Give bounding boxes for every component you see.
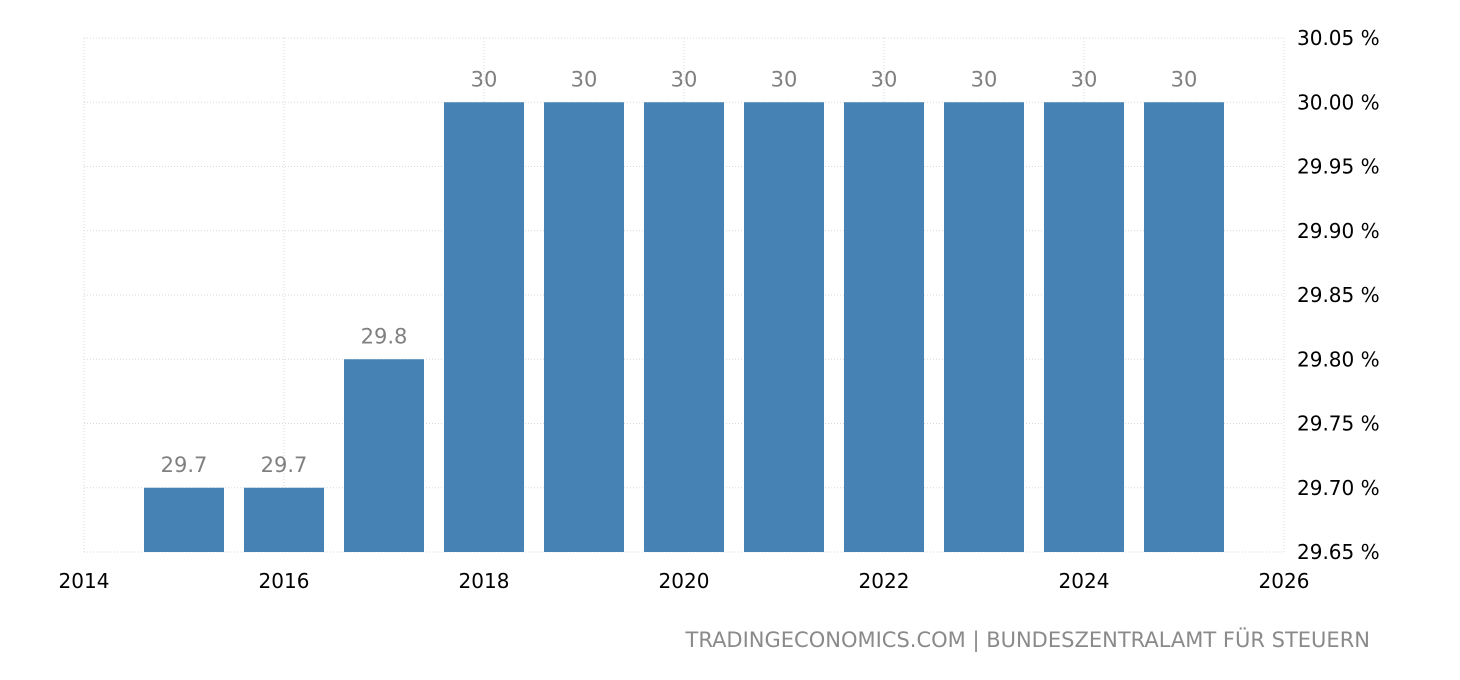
x-tick-label: 2020	[659, 569, 710, 593]
y-tick-label: 29.90 %	[1297, 219, 1380, 243]
bar[interactable]	[544, 102, 624, 552]
bar[interactable]	[344, 359, 424, 552]
bar-value-label: 30	[471, 67, 498, 91]
bar-value-label: 30	[671, 67, 698, 91]
source-attribution: TRADINGECONOMICS.COM | BUNDESZENTRALAMT …	[685, 628, 1371, 652]
x-axis-ticks: 2014 2016 2018 2020 2022 2024 2026	[59, 569, 1310, 593]
y-axis-ticks: 29.65 % 29.70 % 29.75 % 29.80 % 29.85 % 29.90…	[1297, 26, 1380, 564]
x-tick-label: 2014	[59, 569, 110, 593]
bar[interactable]	[144, 487, 224, 552]
bar[interactable]	[244, 487, 324, 552]
y-tick-label: 29.95 %	[1297, 155, 1380, 179]
y-tick-label: 29.65 %	[1297, 540, 1380, 564]
bar[interactable]	[1044, 102, 1124, 552]
y-tick-label: 29.80 %	[1297, 347, 1380, 371]
bar-value-label: 29.8	[361, 324, 408, 348]
y-tick-label: 30.05 %	[1297, 26, 1380, 50]
y-tick-label: 30.00 %	[1297, 90, 1380, 114]
bar-value-label: 29.7	[161, 453, 208, 477]
y-tick-label: 29.70 %	[1297, 476, 1380, 500]
bar-value-label: 30	[1071, 67, 1098, 91]
x-tick-label: 2024	[1059, 569, 1110, 593]
bar[interactable]	[444, 102, 524, 552]
x-tick-label: 2018	[459, 569, 510, 593]
bar[interactable]	[744, 102, 824, 552]
bar-value-label: 29.7	[261, 453, 308, 477]
bar[interactable]	[644, 102, 724, 552]
x-tick-label: 2022	[859, 569, 910, 593]
bar-value-label: 30	[771, 67, 798, 91]
data-labels: 29.7 29.7 29.8 30 30 30 30 30 30 30 30	[161, 67, 1198, 477]
bar-value-label: 30	[1171, 67, 1198, 91]
bar[interactable]	[1144, 102, 1224, 552]
bar-value-label: 30	[971, 67, 998, 91]
bar[interactable]	[944, 102, 1024, 552]
bar[interactable]	[844, 102, 924, 552]
bar-value-label: 30	[871, 67, 898, 91]
y-tick-label: 29.85 %	[1297, 283, 1380, 307]
y-tick-label: 29.75 %	[1297, 412, 1380, 436]
x-tick-label: 2016	[259, 569, 310, 593]
bars	[144, 102, 1224, 552]
x-tick-label: 2026	[1259, 569, 1310, 593]
bar-value-label: 30	[571, 67, 598, 91]
